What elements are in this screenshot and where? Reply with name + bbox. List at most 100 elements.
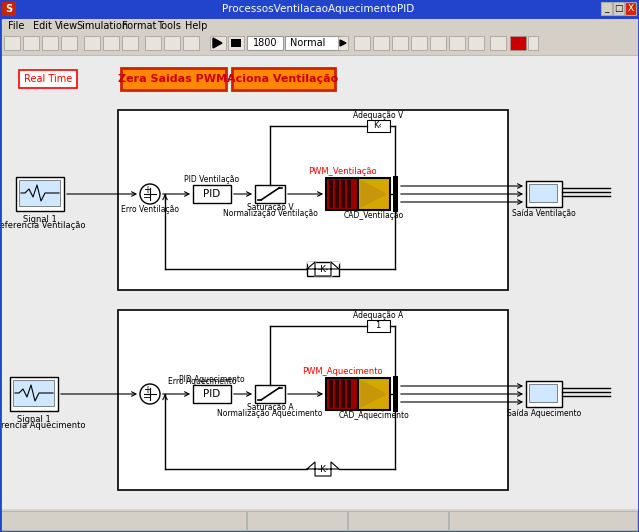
Circle shape xyxy=(140,384,160,404)
Text: Zera Saidas PWM: Zera Saidas PWM xyxy=(118,74,227,84)
Circle shape xyxy=(140,184,160,204)
Text: Signal 1: Signal 1 xyxy=(17,414,51,423)
Text: Saturação A: Saturação A xyxy=(247,403,293,412)
FancyBboxPatch shape xyxy=(118,110,508,290)
Text: PID: PID xyxy=(203,189,220,199)
FancyBboxPatch shape xyxy=(193,185,231,203)
Polygon shape xyxy=(307,262,315,276)
FancyBboxPatch shape xyxy=(393,176,398,212)
FancyBboxPatch shape xyxy=(329,180,333,208)
Text: Saturação V: Saturação V xyxy=(247,204,293,212)
Text: Referencia Ventilação: Referencia Ventilação xyxy=(0,220,86,229)
FancyBboxPatch shape xyxy=(341,180,345,208)
Text: −: − xyxy=(143,393,151,403)
Text: 100%: 100% xyxy=(282,515,312,525)
FancyBboxPatch shape xyxy=(449,511,637,530)
FancyBboxPatch shape xyxy=(0,55,639,510)
Polygon shape xyxy=(213,38,222,48)
Text: 1: 1 xyxy=(375,321,381,330)
Text: PID Ventilação: PID Ventilação xyxy=(185,176,240,185)
FancyBboxPatch shape xyxy=(528,36,538,50)
FancyBboxPatch shape xyxy=(529,184,557,202)
FancyBboxPatch shape xyxy=(1,511,246,530)
FancyBboxPatch shape xyxy=(367,120,390,132)
Text: +: + xyxy=(143,385,151,395)
FancyBboxPatch shape xyxy=(23,36,39,50)
Text: +: + xyxy=(143,185,151,195)
FancyBboxPatch shape xyxy=(625,2,636,15)
FancyBboxPatch shape xyxy=(347,380,351,408)
Polygon shape xyxy=(307,262,339,276)
FancyBboxPatch shape xyxy=(373,36,389,50)
FancyBboxPatch shape xyxy=(468,36,484,50)
FancyBboxPatch shape xyxy=(329,380,333,408)
Polygon shape xyxy=(340,40,346,46)
FancyBboxPatch shape xyxy=(255,385,285,403)
Text: CAD_Ventilação: CAD_Ventilação xyxy=(344,211,404,220)
Text: CAD_Aquecimento: CAD_Aquecimento xyxy=(339,411,410,420)
FancyBboxPatch shape xyxy=(529,384,557,402)
FancyBboxPatch shape xyxy=(164,36,180,50)
Text: Help: Help xyxy=(185,21,208,31)
FancyBboxPatch shape xyxy=(411,36,427,50)
Text: Adequação A: Adequação A xyxy=(353,311,403,320)
Text: X: X xyxy=(627,4,633,13)
Text: PID: PID xyxy=(203,389,220,399)
FancyBboxPatch shape xyxy=(13,380,54,406)
FancyBboxPatch shape xyxy=(210,36,226,50)
Polygon shape xyxy=(367,120,390,132)
FancyBboxPatch shape xyxy=(118,310,508,490)
FancyBboxPatch shape xyxy=(335,180,339,208)
FancyBboxPatch shape xyxy=(0,33,639,55)
FancyBboxPatch shape xyxy=(84,36,100,50)
Text: Aciona Ventilação: Aciona Ventilação xyxy=(227,74,339,84)
Text: 1800: 1800 xyxy=(253,38,277,48)
FancyBboxPatch shape xyxy=(247,511,347,530)
FancyBboxPatch shape xyxy=(122,36,138,50)
FancyBboxPatch shape xyxy=(0,19,639,33)
Text: Real Time: Real Time xyxy=(24,74,72,84)
Text: S: S xyxy=(6,4,13,14)
FancyBboxPatch shape xyxy=(61,36,77,50)
Text: Ready: Ready xyxy=(5,515,37,525)
FancyBboxPatch shape xyxy=(232,68,335,90)
Text: -K-: -K- xyxy=(318,464,328,473)
FancyBboxPatch shape xyxy=(0,0,639,19)
FancyBboxPatch shape xyxy=(490,36,506,50)
Text: Erro Ventilação: Erro Ventilação xyxy=(121,204,179,213)
FancyBboxPatch shape xyxy=(183,36,199,50)
FancyBboxPatch shape xyxy=(2,2,16,16)
FancyBboxPatch shape xyxy=(255,185,285,203)
FancyBboxPatch shape xyxy=(145,36,161,50)
Text: Edit: Edit xyxy=(33,21,52,31)
Text: Signal 1: Signal 1 xyxy=(23,214,57,223)
FancyBboxPatch shape xyxy=(358,178,390,210)
FancyBboxPatch shape xyxy=(613,2,624,15)
FancyBboxPatch shape xyxy=(449,36,465,50)
FancyBboxPatch shape xyxy=(526,381,562,407)
FancyBboxPatch shape xyxy=(42,36,58,50)
FancyBboxPatch shape xyxy=(326,378,358,410)
Text: Simulation: Simulation xyxy=(76,21,128,31)
FancyBboxPatch shape xyxy=(121,68,226,90)
Text: Normal: Normal xyxy=(290,38,326,48)
Text: PID Aquecimento: PID Aquecimento xyxy=(179,376,245,385)
FancyBboxPatch shape xyxy=(19,70,77,88)
FancyBboxPatch shape xyxy=(285,36,341,50)
FancyBboxPatch shape xyxy=(393,376,398,412)
FancyBboxPatch shape xyxy=(247,36,283,50)
FancyBboxPatch shape xyxy=(430,36,446,50)
Text: File: File xyxy=(8,21,24,31)
FancyBboxPatch shape xyxy=(510,36,526,50)
Text: Normalização Aquecimento: Normalização Aquecimento xyxy=(217,410,323,419)
FancyBboxPatch shape xyxy=(19,180,60,206)
FancyBboxPatch shape xyxy=(326,178,358,210)
Text: Format: Format xyxy=(122,21,157,31)
Text: Referencia Aquecimento: Referencia Aquecimento xyxy=(0,420,86,429)
FancyBboxPatch shape xyxy=(10,377,58,411)
FancyBboxPatch shape xyxy=(601,2,612,15)
Polygon shape xyxy=(361,381,386,407)
Text: Saída Aquecimento: Saída Aquecimento xyxy=(507,409,581,418)
FancyBboxPatch shape xyxy=(4,36,20,50)
FancyBboxPatch shape xyxy=(228,36,244,50)
